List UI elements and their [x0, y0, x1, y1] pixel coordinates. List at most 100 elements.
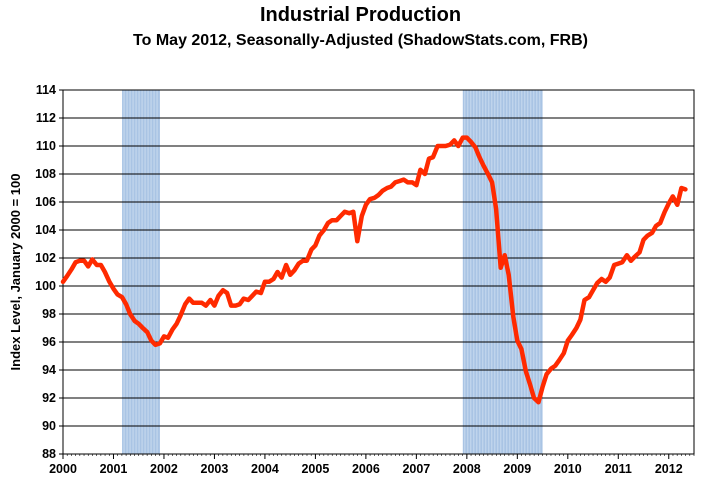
- data-point: [424, 173, 426, 175]
- data-point: [159, 342, 161, 345]
- data-point: [428, 157, 430, 160]
- data-point: [600, 278, 603, 280]
- data-point: [167, 337, 169, 339]
- data-point: [617, 262, 620, 265]
- data-point: [634, 255, 636, 258]
- data-point: [251, 295, 254, 297]
- x-tick-label-2004: 2004: [251, 462, 279, 476]
- data-point: [242, 297, 245, 300]
- data-point: [268, 281, 270, 283]
- y-tick-label-100: 100: [35, 279, 56, 293]
- data-point: [592, 289, 594, 292]
- data-point: [96, 264, 98, 266]
- data-point: [188, 297, 190, 300]
- data-point: [680, 187, 683, 189]
- data-point: [449, 143, 451, 146]
- y-tick-label-92: 92: [42, 391, 56, 405]
- data-point: [217, 295, 220, 297]
- data-point: [310, 248, 313, 251]
- data-point: [567, 339, 569, 342]
- data-point: [339, 215, 342, 217]
- x-tick-label-2003: 2003: [201, 462, 229, 476]
- data-point: [108, 281, 111, 283]
- data-point: [179, 314, 182, 317]
- data-point: [466, 136, 468, 139]
- data-point: [579, 318, 582, 321]
- y-tick-label-106: 106: [35, 195, 56, 209]
- data-point: [74, 261, 77, 264]
- data-point: [659, 222, 661, 224]
- data-point: [293, 269, 295, 272]
- data-point: [663, 211, 666, 213]
- data-point: [402, 178, 405, 181]
- data-point: [457, 145, 460, 147]
- recession-bands: [122, 90, 543, 454]
- data-point: [331, 219, 333, 221]
- data-point: [525, 370, 527, 373]
- data-point: [129, 313, 131, 315]
- x-tick-label-2006: 2006: [352, 462, 380, 476]
- data-point: [533, 397, 535, 399]
- data-point: [608, 276, 611, 279]
- data-point: [318, 234, 321, 237]
- chart-title: Industrial Production: [259, 4, 462, 26]
- data-point: [175, 323, 178, 325]
- data-point: [541, 386, 544, 388]
- data-point: [415, 184, 418, 186]
- data-point: [676, 204, 679, 206]
- data-point: [62, 281, 64, 283]
- data-point: [348, 212, 351, 214]
- data-point: [651, 232, 653, 234]
- data-point: [247, 299, 250, 301]
- x-tick-label-2010: 2010: [554, 462, 582, 476]
- data-point: [314, 244, 317, 247]
- data-point: [356, 240, 359, 242]
- y-tick-label-112: 112: [36, 111, 56, 125]
- data-point: [133, 320, 136, 322]
- data-point: [209, 299, 212, 301]
- y-tick-label-96: 96: [42, 335, 56, 349]
- y-tick-label-102: 102: [35, 251, 56, 265]
- data-point: [222, 289, 224, 292]
- data-point: [264, 281, 266, 283]
- data-point: [394, 181, 396, 184]
- data-point: [184, 303, 186, 306]
- data-point: [381, 190, 384, 192]
- data-point: [390, 185, 392, 188]
- data-point: [386, 187, 388, 189]
- data-point: [613, 264, 616, 266]
- data-point: [571, 334, 573, 336]
- data-point: [667, 202, 670, 205]
- y-tick-label-110: 110: [36, 139, 56, 153]
- data-point: [137, 323, 140, 325]
- data-point: [406, 181, 409, 184]
- data-point: [121, 296, 123, 299]
- data-point: [550, 367, 552, 370]
- data-point: [604, 281, 607, 283]
- data-point: [482, 164, 485, 167]
- data-point: [478, 156, 481, 158]
- data-point: [323, 229, 325, 231]
- data-point: [503, 254, 506, 256]
- data-point: [234, 304, 237, 307]
- data-point: [146, 331, 149, 334]
- data-point: [453, 139, 456, 142]
- data-point: [462, 136, 464, 139]
- data-point: [91, 258, 94, 261]
- data-point: [499, 267, 502, 269]
- y-tick-label-114: 114: [36, 83, 56, 97]
- data-point: [588, 296, 590, 299]
- data-point: [297, 262, 300, 265]
- data-point: [255, 290, 258, 293]
- data-point: [377, 194, 380, 196]
- x-tick-label-2011: 2011: [605, 462, 632, 476]
- x-tick-label-2000: 2000: [49, 462, 77, 476]
- data-point: [630, 260, 632, 262]
- data-point: [365, 204, 367, 206]
- data-point: [470, 141, 472, 143]
- y-tick-label-108: 108: [35, 167, 56, 181]
- x-tick-label-2002: 2002: [150, 462, 178, 476]
- data-point: [398, 180, 401, 182]
- data-point: [238, 303, 241, 306]
